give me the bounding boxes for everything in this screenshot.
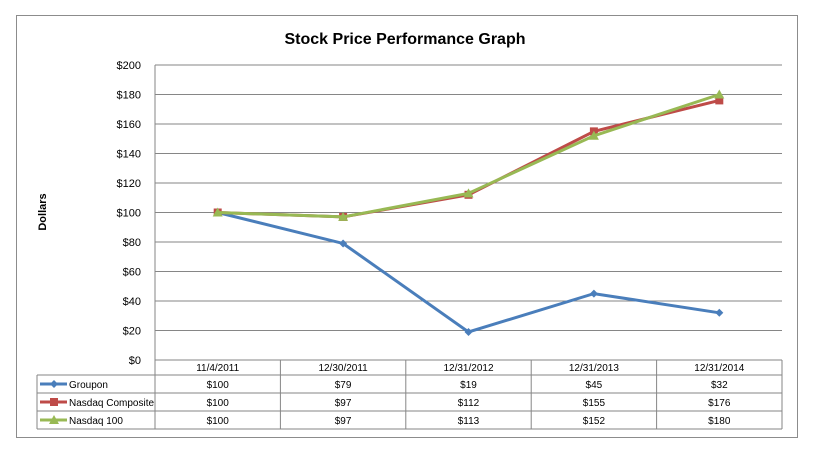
legend-series-name: Nasdaq 100 <box>69 416 123 427</box>
x-category-label: 12/31/2012 <box>443 363 493 374</box>
x-category-label: 12/30/2011 <box>318 363 368 374</box>
table-cell-value: $152 <box>583 416 606 427</box>
data-point <box>339 239 348 248</box>
y-tick-label: $100 <box>117 208 141 220</box>
table-cell-value: $180 <box>708 416 731 427</box>
table-cell-value: $19 <box>460 380 477 391</box>
y-tick-label: $140 <box>117 149 141 161</box>
chart-title: Stock Price Performance Graph <box>285 31 526 48</box>
data-point <box>212 207 223 217</box>
data-point <box>464 327 473 336</box>
y-tick-label: $20 <box>123 326 141 338</box>
legend-series-name: Groupon <box>69 380 108 391</box>
data-point <box>714 89 725 99</box>
data-point <box>463 188 474 198</box>
legend-key-marker <box>50 398 58 406</box>
x-category-label: 12/31/2013 <box>569 363 619 374</box>
table-cell-value: $112 <box>458 398 480 409</box>
data-point <box>715 308 724 317</box>
chart-frame <box>16 15 798 438</box>
series-line-0 <box>217 211 720 334</box>
table-cell-value: $100 <box>207 398 230 409</box>
y-tick-label: $200 <box>117 60 141 72</box>
legend-key-marker <box>50 380 58 388</box>
legend-series-name: Nasdaq Composite <box>69 398 154 409</box>
table-cell-value: $100 <box>207 416 230 427</box>
y-tick-label: $0 <box>129 355 141 367</box>
table-cell-value: $97 <box>335 416 352 427</box>
legend-key-marker <box>49 415 59 424</box>
table-cell-value: $97 <box>335 398 352 409</box>
x-category-label: 12/31/2014 <box>694 363 744 374</box>
data-point <box>589 289 598 298</box>
table-cell-value: $79 <box>335 380 352 391</box>
x-category-label: 11/4/2011 <box>196 363 239 374</box>
y-tick-label: $160 <box>117 119 141 131</box>
data-point <box>588 130 599 140</box>
table-cell-value: $32 <box>711 380 728 391</box>
y-axis-label: Dollars <box>37 193 49 230</box>
table-cell-value: $45 <box>586 380 603 391</box>
table-cell-value: $155 <box>583 398 606 409</box>
data-point <box>338 211 349 221</box>
y-tick-label: $40 <box>123 296 141 308</box>
table-cell-value: $113 <box>458 416 480 427</box>
y-tick-label: $80 <box>123 237 141 249</box>
y-tick-label: $120 <box>117 178 141 190</box>
y-tick-label: $180 <box>117 90 141 102</box>
table-cell-value: $100 <box>207 380 230 391</box>
y-tick-label: $60 <box>123 267 141 279</box>
table-cell-value: $176 <box>708 398 731 409</box>
data-point <box>715 96 724 105</box>
